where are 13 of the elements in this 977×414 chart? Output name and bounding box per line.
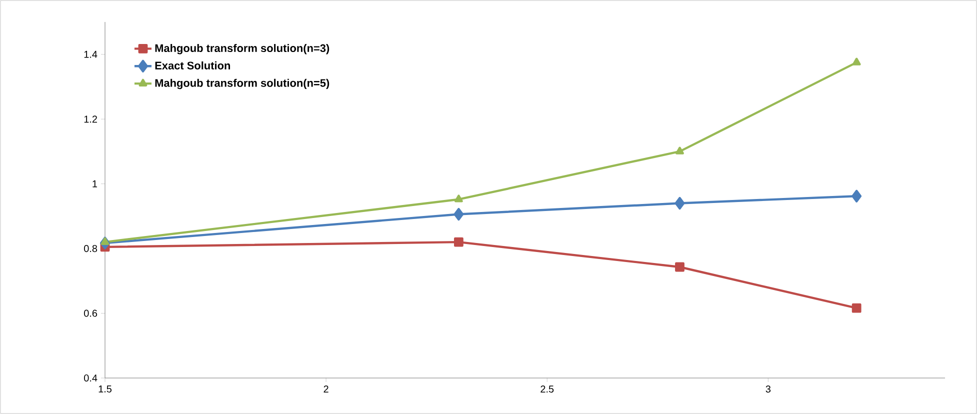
y-tick-label: 1 bbox=[92, 180, 98, 188]
legend-label: Exact Solution bbox=[155, 61, 230, 70]
x-tick-label: 2.5 bbox=[540, 386, 554, 393]
y-tick-label: 0.4 bbox=[84, 374, 98, 382]
x-tick-label: 2 bbox=[324, 386, 328, 392]
x-tick-label: 3 bbox=[766, 386, 771, 393]
y-tick-label: 1.2 bbox=[84, 116, 97, 123]
y-tick-label: 1.4 bbox=[84, 50, 98, 58]
legend-label: Mahgoub transform solution(n=5) bbox=[155, 78, 330, 90]
y-tick-label: 0.6 bbox=[84, 310, 98, 317]
x-tick-label: 1.5 bbox=[98, 386, 112, 392]
y-tick-label: 0.8 bbox=[84, 245, 98, 252]
legend-label: Mahgoub transform solution(n=3) bbox=[155, 44, 330, 54]
